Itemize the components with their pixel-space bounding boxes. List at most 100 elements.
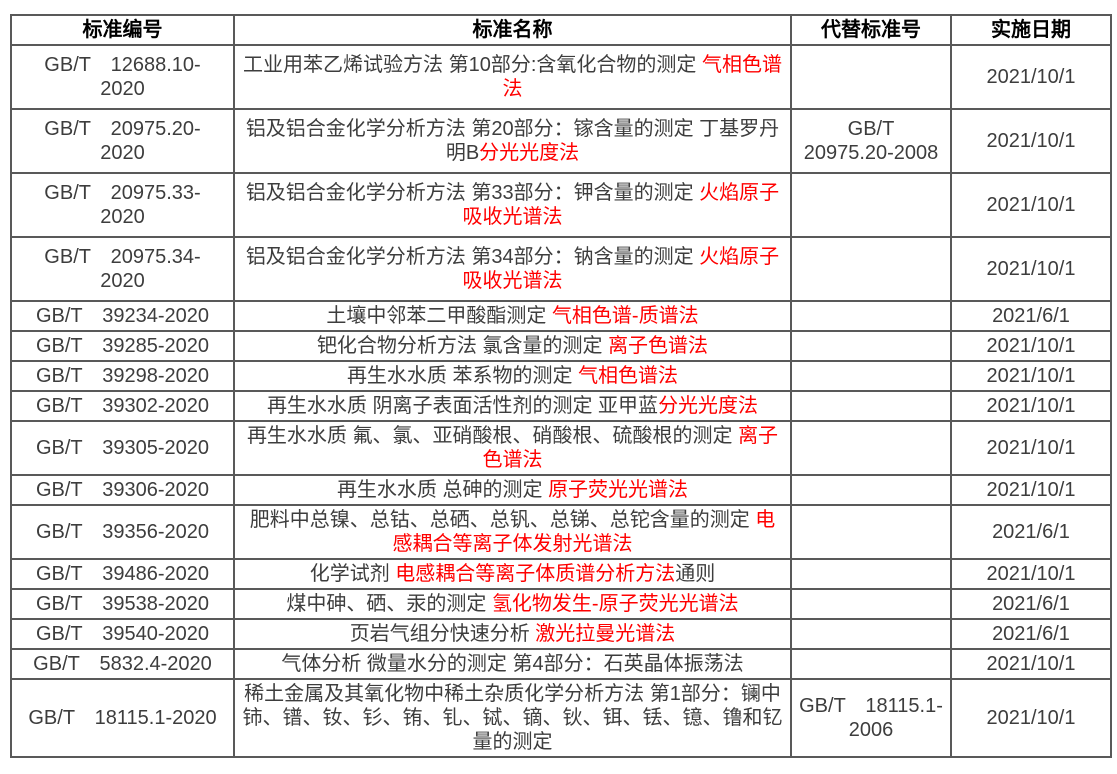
name-cell: 气体分析 微量水分的测定 第4部分：石英晶体振荡法: [233, 648, 792, 680]
code-cell: GB/T 20975.34- 2020: [10, 236, 235, 302]
method-highlight-text: 激光拉曼光谱法: [535, 623, 676, 645]
table-row: GB/T 39285-2020 钯化合物分析方法 氯含量的测定 离子色谱法 2021…: [10, 330, 1112, 362]
table-row: GB/T 18115.1-2020 稀土金属及其氧化物中稀土杂质化学分析方法 第1…: [10, 678, 1112, 758]
code-cell: GB/T 39234-2020: [10, 300, 235, 332]
code-cell: GB/T 18115.1-2020: [10, 678, 235, 758]
code-cell: GB/T 39486-2020: [10, 558, 235, 590]
table-row: GB/T 20975.33- 2020 铝及铝合金化学分析方法 第33部分：钾含量…: [10, 172, 1112, 238]
replaced-cell: [790, 330, 952, 362]
table-row: GB/T 39538-2020 煤中砷、硒、汞的测定 氢化物发生-原子荧光光谱法 2…: [10, 588, 1112, 620]
method-highlight-text: 离子色谱法: [482, 425, 779, 471]
name-cell: 再生水水质 氟、氯、亚硝酸根、硝酸根、硫酸根的测定 离子色谱法: [233, 420, 792, 476]
replaced-cell: [790, 300, 952, 332]
name-cell: 化学试剂 电感耦合等离子体质谱分析方法通则: [233, 558, 792, 590]
name-text: 化学试剂: [309, 563, 396, 585]
name-text: 再生水水质 总砷的测定: [336, 479, 549, 501]
replaced-cell: [790, 558, 952, 590]
replaced-cell: [790, 390, 952, 422]
code-cell: GB/T 39540-2020: [10, 618, 235, 650]
column-header-code: 标准编号: [10, 14, 235, 46]
code-cell: GB/T 39285-2020: [10, 330, 235, 362]
method-highlight-text: 火焰原子吸收光谱法: [462, 246, 780, 292]
table-row: GB/T 20975.34- 2020 铝及铝合金化学分析方法 第34部分：钠含量…: [10, 236, 1112, 302]
code-cell: GB/T 12688.10- 2020: [10, 44, 235, 110]
code-cell: GB/T 20975.20- 2020: [10, 108, 235, 174]
column-header-date: 实施日期: [950, 14, 1112, 46]
name-text: 通则: [675, 563, 716, 585]
date-cell: 2021/10/1: [950, 390, 1112, 422]
table-row: GB/T 39486-2020 化学试剂 电感耦合等离子体质谱分析方法通则 2021…: [10, 558, 1112, 590]
date-cell: 2021/10/1: [950, 330, 1112, 362]
header-row: 标准编号 标准名称 代替标准号 实施日期: [10, 14, 1112, 46]
replaced-cell: [790, 474, 952, 506]
name-text: 铝及铝合金化学分析方法 第34部分：钠含量的测定: [245, 246, 700, 268]
date-cell: 2021/10/1: [950, 108, 1112, 174]
table-row: GB/T 5832.4-2020 气体分析 微量水分的测定 第4部分：石英晶体振荡…: [10, 648, 1112, 680]
column-header-name: 标准名称: [233, 14, 792, 46]
method-highlight-text: 火焰原子吸收光谱法: [462, 182, 780, 228]
method-highlight-text: 电感耦合等离子体发射光谱法: [392, 509, 776, 555]
table-row: GB/T 39298-2020 再生水水质 苯系物的测定 气相色谱法 2021/10…: [10, 360, 1112, 392]
name-text: 气体分析 微量水分的测定 第4部分：石英晶体振荡法: [281, 653, 744, 675]
name-cell: 再生水水质 总砷的测定 原子荧光光谱法: [233, 474, 792, 506]
replaced-cell: [790, 172, 952, 238]
name-cell: 再生水水质 阴离子表面活性剂的测定 亚甲蓝分光光度法: [233, 390, 792, 422]
name-text: 再生水水质 苯系物的测定: [346, 365, 579, 387]
table-row: GB/T 39306-2020 再生水水质 总砷的测定 原子荧光光谱法 2021/1…: [10, 474, 1112, 506]
name-cell: 钯化合物分析方法 氯含量的测定 离子色谱法: [233, 330, 792, 362]
name-text: 稀土金属及其氧化物中稀土杂质化学分析方法 第1部分：镧中铈、镨、钕、钐、铕、钆、…: [242, 683, 783, 753]
date-cell: 2021/10/1: [950, 678, 1112, 758]
code-cell: GB/T 5832.4-2020: [10, 648, 235, 680]
name-text: 煤中砷、硒、汞的测定: [286, 593, 492, 615]
code-cell: GB/T 39306-2020: [10, 474, 235, 506]
replaced-cell: [790, 648, 952, 680]
name-cell: 再生水水质 苯系物的测定 气相色谱法: [233, 360, 792, 392]
table-body: GB/T 12688.10- 2020 工业用苯乙烯试验方法 第10部分:含氧化合…: [10, 44, 1112, 758]
name-cell: 煤中砷、硒、汞的测定 氢化物发生-原子荧光光谱法: [233, 588, 792, 620]
name-text: 土壤中邻苯二甲酸酯测定: [326, 305, 552, 327]
name-cell: 铝及铝合金化学分析方法 第34部分：钠含量的测定 火焰原子吸收光谱法: [233, 236, 792, 302]
replaced-cell: [790, 588, 952, 620]
method-highlight-text: 离子色谱法: [608, 335, 709, 357]
name-text: 肥料中总镍、总钴、总硒、总钒、总锑、总铊含量的测定: [249, 509, 756, 531]
date-cell: 2021/10/1: [950, 236, 1112, 302]
replaced-cell: [790, 504, 952, 560]
table-row: GB/T 12688.10- 2020 工业用苯乙烯试验方法 第10部分:含氧化合…: [10, 44, 1112, 110]
name-cell: 页岩气组分快速分析 激光拉曼光谱法: [233, 618, 792, 650]
table-row: GB/T 39305-2020 再生水水质 氟、氯、亚硝酸根、硝酸根、硫酸根的测定…: [10, 420, 1112, 476]
replaced-cell: [790, 236, 952, 302]
replaced-cell: GB/T 20975.20-2008: [790, 108, 952, 174]
code-cell: GB/T 39356-2020: [10, 504, 235, 560]
name-text: 铝及铝合金化学分析方法 第20部分：镓含量的测定 丁基罗丹明B: [245, 118, 780, 164]
date-cell: 2021/6/1: [950, 588, 1112, 620]
method-highlight-text: 分光光度法: [479, 142, 580, 164]
code-cell: GB/T 39302-2020: [10, 390, 235, 422]
method-highlight-text: 气相色谱-质谱法: [551, 305, 699, 327]
date-cell: 2021/10/1: [950, 558, 1112, 590]
date-cell: 2021/10/1: [950, 360, 1112, 392]
replaced-cell: [790, 618, 952, 650]
method-highlight-text: 气相色谱法: [578, 365, 679, 387]
name-text: 再生水水质 阴离子表面活性剂的测定 亚甲蓝: [266, 395, 659, 417]
name-cell: 肥料中总镍、总钴、总硒、总钒、总锑、总铊含量的测定 电感耦合等离子体发射光谱法: [233, 504, 792, 560]
name-cell: 稀土金属及其氧化物中稀土杂质化学分析方法 第1部分：镧中铈、镨、钕、钐、铕、钆、…: [233, 678, 792, 758]
method-highlight-text: 电感耦合等离子体质谱分析方法: [395, 563, 676, 585]
date-cell: 2021/6/1: [950, 618, 1112, 650]
name-cell: 土壤中邻苯二甲酸酯测定 气相色谱-质谱法: [233, 300, 792, 332]
table-row: GB/T 39540-2020 页岩气组分快速分析 激光拉曼光谱法 2021/6/1: [10, 618, 1112, 650]
date-cell: 2021/10/1: [950, 172, 1112, 238]
name-cell: 铝及铝合金化学分析方法 第33部分：钾含量的测定 火焰原子吸收光谱法: [233, 172, 792, 238]
replaced-cell: [790, 360, 952, 392]
date-cell: 2021/10/1: [950, 474, 1112, 506]
method-highlight-text: 氢化物发生-原子荧光光谱法: [491, 593, 739, 615]
method-highlight-text: 气相色谱法: [502, 54, 782, 100]
name-text: 再生水水质 氟、氯、亚硝酸根、硝酸根、硫酸根的测定: [246, 425, 739, 447]
date-cell: 2021/6/1: [950, 300, 1112, 332]
table-row: GB/T 39356-2020 肥料中总镍、总钴、总硒、总钒、总锑、总铊含量的测定…: [10, 504, 1112, 560]
name-text: 铝及铝合金化学分析方法 第33部分：钾含量的测定: [245, 182, 700, 204]
code-cell: GB/T 39538-2020: [10, 588, 235, 620]
method-highlight-text: 分光光度法: [658, 395, 759, 417]
code-cell: GB/T 39298-2020: [10, 360, 235, 392]
method-highlight-text: 原子荧光光谱法: [548, 479, 689, 501]
